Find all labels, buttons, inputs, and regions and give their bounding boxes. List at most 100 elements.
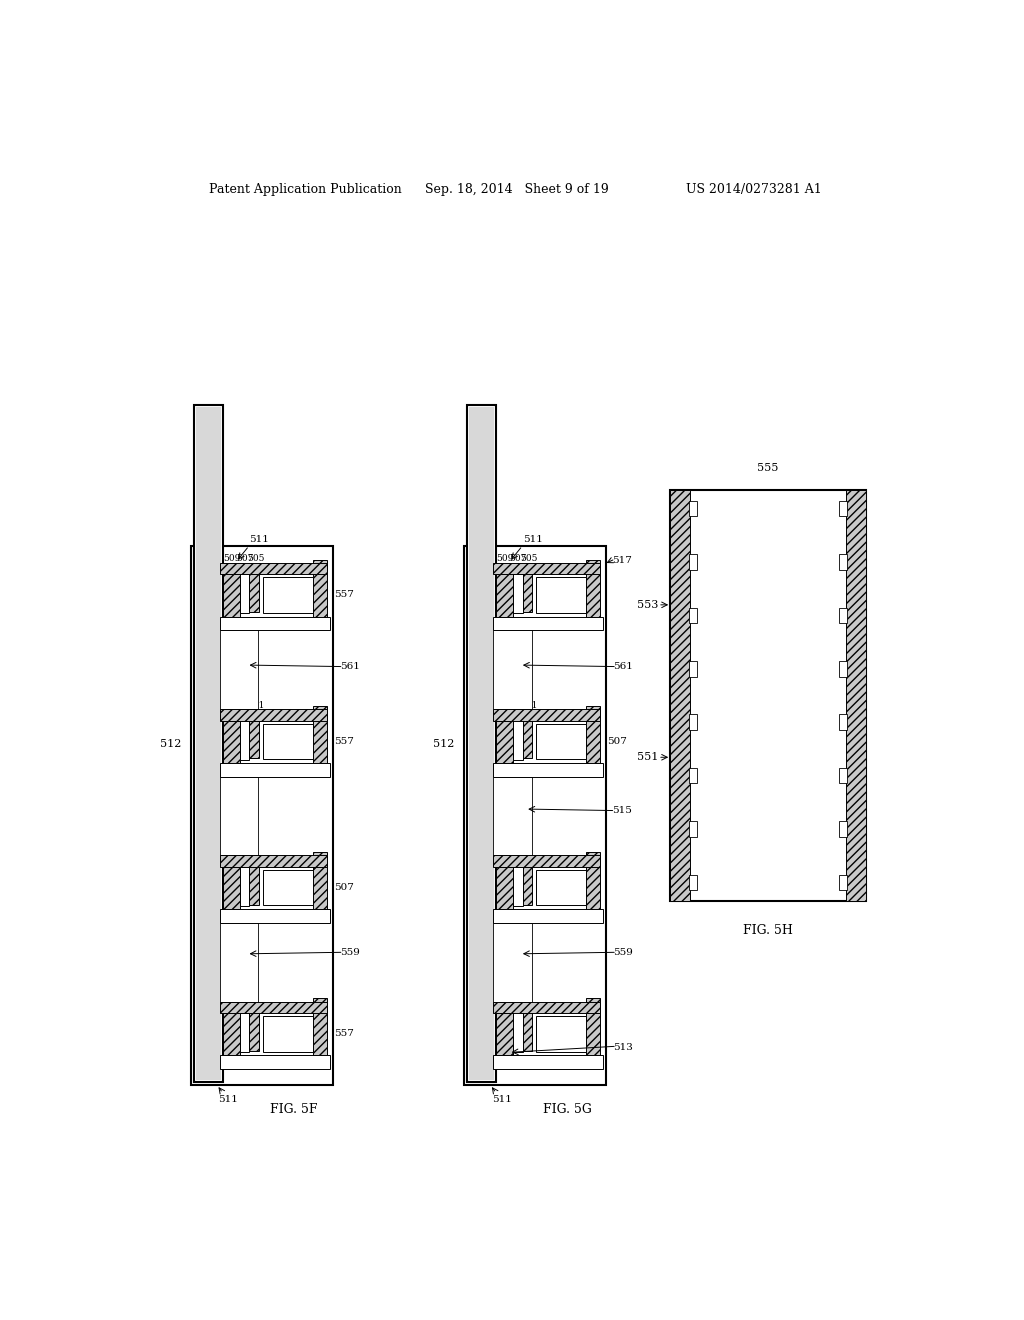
- Text: 557: 557: [334, 590, 353, 599]
- Bar: [220, 776, 258, 855]
- Bar: [263, 577, 312, 612]
- Bar: [537, 1016, 586, 1052]
- Text: 515: 515: [611, 807, 632, 814]
- Text: 551: 551: [637, 752, 658, 762]
- Bar: [220, 909, 330, 923]
- Bar: [670, 490, 689, 902]
- Bar: [689, 661, 696, 677]
- Bar: [522, 721, 531, 758]
- Text: FIG. 5G: FIG. 5G: [543, 1102, 592, 1115]
- Bar: [586, 998, 600, 1056]
- Bar: [586, 853, 600, 909]
- Bar: [494, 923, 531, 1002]
- Bar: [249, 721, 258, 758]
- Text: 501: 501: [553, 883, 569, 892]
- Bar: [494, 763, 603, 776]
- Text: 517: 517: [611, 556, 632, 565]
- Bar: [220, 616, 330, 631]
- Bar: [464, 545, 606, 1085]
- Text: FIG. 5H: FIG. 5H: [742, 924, 793, 937]
- Bar: [240, 1014, 249, 1052]
- Text: 507: 507: [509, 554, 526, 564]
- Text: 511: 511: [492, 1094, 512, 1104]
- Bar: [240, 721, 249, 760]
- Text: 509: 509: [223, 701, 240, 710]
- Bar: [220, 631, 258, 709]
- Text: Sep. 18, 2014   Sheet 9 of 19: Sep. 18, 2014 Sheet 9 of 19: [425, 183, 608, 197]
- Bar: [513, 721, 522, 760]
- Bar: [249, 1014, 258, 1051]
- Bar: [494, 616, 603, 631]
- Bar: [586, 706, 600, 763]
- Text: 509: 509: [223, 993, 240, 1002]
- Text: 511: 511: [522, 535, 543, 544]
- Text: 501: 501: [280, 1030, 297, 1039]
- Bar: [689, 607, 696, 623]
- Text: 561: 561: [613, 663, 633, 671]
- Bar: [522, 867, 531, 904]
- Text: 559: 559: [613, 948, 633, 957]
- Bar: [494, 562, 600, 574]
- Bar: [513, 574, 522, 614]
- Text: 501: 501: [553, 737, 569, 746]
- Bar: [194, 405, 223, 1082]
- Bar: [220, 763, 330, 776]
- Bar: [494, 909, 603, 923]
- Text: 505: 505: [247, 554, 265, 564]
- Text: 509: 509: [496, 701, 513, 710]
- Text: 505: 505: [520, 554, 538, 564]
- Bar: [537, 870, 586, 906]
- Text: Patent Application Publication: Patent Application Publication: [209, 183, 401, 197]
- Bar: [467, 405, 497, 1082]
- Bar: [586, 560, 600, 616]
- Bar: [196, 407, 221, 1081]
- Bar: [522, 574, 531, 612]
- Bar: [497, 574, 513, 616]
- Bar: [220, 923, 258, 1002]
- Text: 555: 555: [757, 463, 778, 473]
- Text: 507: 507: [509, 993, 526, 1002]
- Text: 511: 511: [249, 535, 269, 544]
- Bar: [223, 1014, 240, 1056]
- Bar: [513, 1014, 522, 1052]
- Bar: [223, 574, 240, 616]
- Bar: [839, 714, 847, 730]
- Bar: [494, 631, 531, 709]
- Bar: [220, 1056, 330, 1069]
- Bar: [839, 875, 847, 890]
- Bar: [494, 776, 531, 855]
- Bar: [494, 1056, 603, 1069]
- Text: 513: 513: [613, 1043, 633, 1052]
- Bar: [839, 502, 847, 516]
- Bar: [839, 768, 847, 783]
- Text: 511: 511: [218, 1094, 239, 1104]
- Text: 509: 509: [223, 554, 240, 564]
- Bar: [522, 1014, 531, 1051]
- Text: 512: 512: [433, 739, 455, 748]
- Text: 501: 501: [280, 737, 297, 746]
- Bar: [689, 554, 696, 570]
- Text: 507: 507: [236, 554, 253, 564]
- Bar: [494, 1002, 600, 1014]
- Bar: [494, 855, 600, 867]
- Text: FIG. 5F: FIG. 5F: [270, 1102, 317, 1115]
- Text: 557: 557: [334, 1030, 353, 1039]
- Bar: [249, 867, 258, 904]
- Text: 501: 501: [280, 590, 297, 599]
- Text: 557: 557: [334, 737, 353, 746]
- Bar: [537, 577, 586, 612]
- Text: 553: 553: [637, 599, 658, 610]
- Bar: [497, 1014, 513, 1056]
- Bar: [223, 867, 240, 909]
- Bar: [839, 607, 847, 623]
- Text: 509: 509: [496, 993, 513, 1002]
- Text: 559: 559: [340, 948, 359, 957]
- Bar: [497, 867, 513, 909]
- Text: 511: 511: [520, 701, 538, 710]
- Text: 507: 507: [236, 847, 253, 855]
- Text: 507: 507: [509, 847, 526, 855]
- Text: 512: 512: [160, 739, 181, 748]
- Bar: [220, 709, 327, 721]
- Bar: [190, 545, 333, 1085]
- Text: 507: 507: [607, 737, 627, 746]
